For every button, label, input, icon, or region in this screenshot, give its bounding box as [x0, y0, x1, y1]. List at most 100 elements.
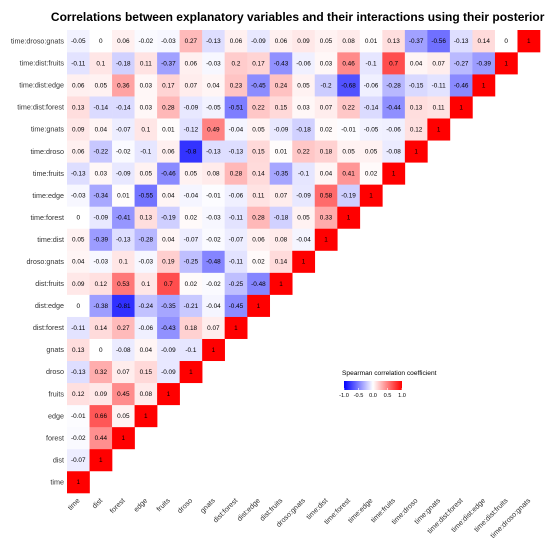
heatmap-cell [67, 404, 90, 428]
heatmap-cell [337, 184, 361, 207]
heatmap-cell [89, 184, 113, 207]
cell-value-label: 0.03 [320, 60, 333, 67]
heatmap-cell [202, 294, 225, 317]
cell-value-label: 0.45 [117, 391, 130, 398]
heatmap-cell [247, 250, 271, 273]
heatmap-cell [202, 30, 225, 53]
heatmap-cell [157, 118, 180, 141]
heatmap-cell [134, 30, 158, 53]
cell-value-label: 0.05 [365, 148, 378, 155]
heatmap-cell [202, 250, 225, 273]
heatmap-cell [472, 30, 496, 53]
cell-value-label: 0.02 [185, 215, 198, 222]
y-tick-label: edge [48, 411, 64, 420]
cell-value-label: -0.02 [71, 435, 86, 442]
cell-value-label: 1 [369, 193, 373, 200]
heatmap-cell [179, 96, 203, 119]
cell-value-label: 0 [76, 215, 80, 222]
heatmap-cell [202, 184, 225, 207]
cell-value-label: 0.05 [95, 82, 108, 89]
y-tick-label: dist [53, 455, 64, 464]
cell-value-label: 0.27 [117, 325, 130, 332]
y-tick-label: time:dist:fruits [20, 59, 65, 68]
heatmap-cell [112, 96, 135, 119]
heatmap-cell [89, 118, 113, 141]
heatmap-cell [179, 272, 203, 295]
heatmap-cell [134, 74, 158, 97]
cell-value-label: -0.25 [184, 259, 199, 266]
cell-value-label: -0.18 [274, 215, 289, 222]
cell-value-label: -0.14 [364, 104, 379, 111]
cell-value-label: 1 [459, 104, 463, 111]
cell-value-label: -0.1 [366, 60, 377, 67]
heatmap-cell [314, 74, 338, 97]
cell-value-label: 0.05 [117, 413, 130, 420]
cell-value-label: -0.11 [71, 325, 86, 332]
heatmap-cell [314, 30, 338, 53]
x-tick-label: dist:forest [211, 496, 239, 524]
cell-value-label: 0.1 [96, 60, 105, 67]
cell-value-label: -0.03 [94, 259, 109, 266]
heatmap-cell [224, 184, 248, 207]
heatmap-cell [202, 96, 225, 119]
x-tick-label: time:droso:gnats [488, 496, 532, 540]
cell-value-label: 1 [99, 457, 103, 464]
heatmap-cell [89, 52, 113, 75]
heatmap-cell [89, 74, 113, 97]
heatmap-cell [67, 140, 90, 163]
heatmap-cell [224, 250, 248, 273]
y-tick-label: dist:edge [35, 301, 64, 310]
cell-value-label: 0.11 [252, 193, 264, 200]
heatmap-cell [67, 206, 90, 229]
cell-value-label: 0.46 [342, 60, 355, 67]
cell-value-label: 0 [504, 38, 508, 45]
heatmap-cell [449, 30, 473, 53]
heatmap-cell [314, 96, 338, 119]
cell-value-label: -0.56 [431, 38, 446, 45]
cell-value-label: 0.06 [117, 38, 130, 45]
heatmap-cell [67, 426, 90, 450]
heatmap-cell [449, 74, 473, 97]
cell-value-label: 0.01 [365, 38, 378, 45]
heatmap-cell [314, 52, 338, 75]
cell-value-label: 0.17 [252, 60, 265, 67]
cell-value-label: 1 [257, 303, 261, 310]
cell-value-label: 0.04 [140, 347, 153, 354]
heatmap-cell [292, 96, 316, 119]
cell-value-label: -0.13 [229, 148, 244, 155]
heatmap-cell [157, 250, 180, 273]
heatmap-cell [292, 162, 316, 185]
heatmap-cell [404, 30, 428, 53]
heatmap-cell [134, 338, 158, 362]
cell-value-label: -0.05 [206, 104, 221, 111]
cell-value-label: 0.04 [72, 259, 85, 266]
cell-value-label: 0.23 [230, 82, 243, 89]
cell-value-label: 0.05 [297, 82, 310, 89]
heatmap-cell [449, 52, 473, 75]
cell-value-label: -0.07 [184, 237, 199, 244]
cell-value-label: 0.07 [320, 104, 333, 111]
heatmap-cell [224, 30, 248, 53]
cell-value-label: -0.39 [476, 60, 491, 67]
cell-value-label: 1 [324, 237, 328, 244]
cell-value-label: -0.27 [454, 60, 469, 67]
heatmap-cell [404, 118, 428, 141]
cell-value-label: 0.49 [207, 126, 220, 133]
x-tick-label: fruits [154, 496, 172, 514]
heatmap-cell [134, 294, 158, 317]
cell-value-label: -0.37 [409, 38, 424, 45]
heatmap-cell [247, 162, 271, 185]
cell-value-label: -0.14 [116, 104, 131, 111]
heatmap-cell [134, 382, 158, 406]
heatmap-cell [134, 118, 158, 141]
cell-value-label: 0.08 [140, 391, 153, 398]
cell-value-label: 0.22 [297, 148, 310, 155]
cell-value-label: -0.06 [139, 325, 154, 332]
heatmap-cell [359, 162, 383, 185]
heatmap-cell [247, 30, 271, 53]
cell-value-label: -0.37 [161, 60, 176, 67]
cell-value-label: 0.2 [231, 60, 240, 67]
cell-value-label: -0.09 [161, 369, 176, 376]
y-tick-label: forest [46, 433, 64, 442]
cell-value-label: 0.04 [207, 82, 220, 89]
